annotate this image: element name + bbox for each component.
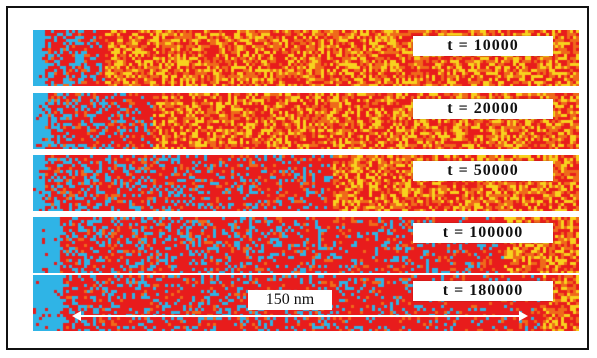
time-label: t = 20000 [413, 99, 553, 119]
snapshot-strip: t = 50000 [33, 155, 579, 211]
snapshot-strip: t = 180000 [33, 275, 579, 331]
scale-label: 150 nm [248, 290, 332, 310]
snapshot-strip: t = 100000 [33, 217, 579, 273]
snapshot-strip: t = 10000 [33, 30, 579, 86]
scale-arrow-left-icon [72, 311, 81, 321]
scale-bar [72, 311, 528, 321]
time-label: t = 100000 [413, 223, 553, 243]
scale-arrow-right-icon [519, 311, 528, 321]
time-label: t = 50000 [413, 161, 553, 181]
time-label: t = 10000 [413, 36, 553, 56]
time-label: t = 180000 [413, 281, 553, 301]
snapshot-strip: t = 20000 [33, 93, 579, 149]
